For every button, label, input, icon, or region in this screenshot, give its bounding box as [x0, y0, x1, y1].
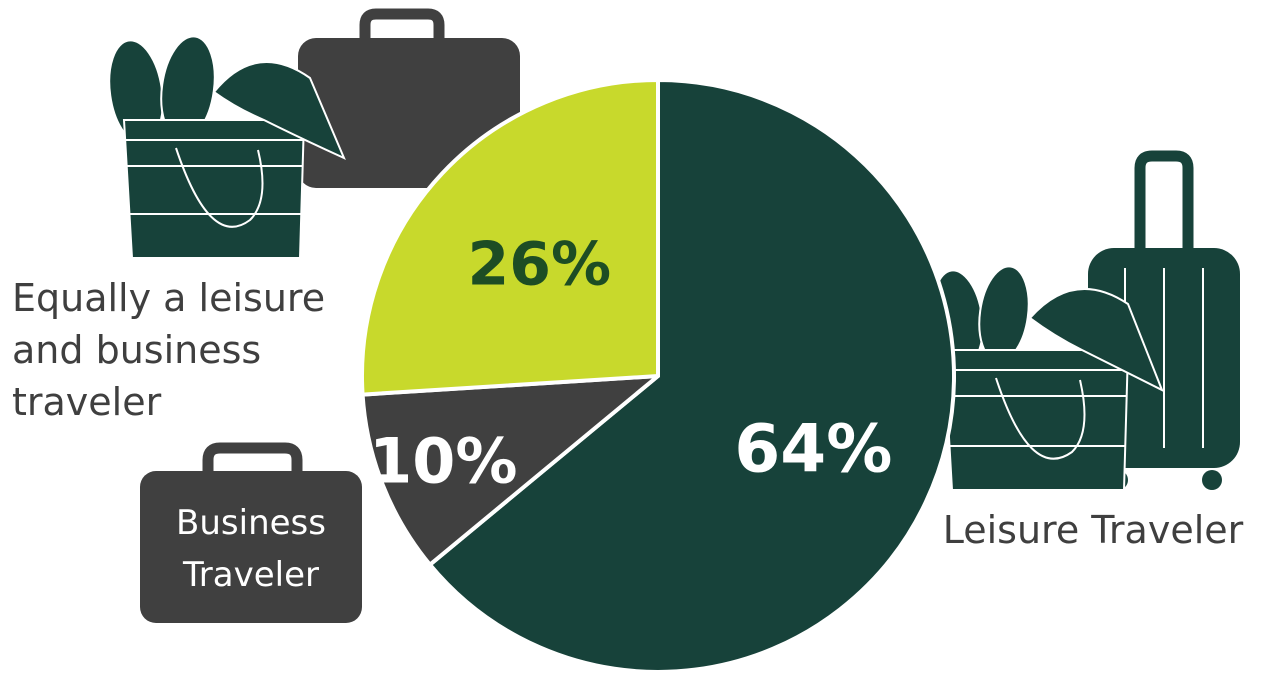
label-line: and business	[12, 328, 262, 372]
briefcase-icon	[140, 442, 362, 623]
pie-value-label: 10%	[369, 424, 517, 497]
label-line: traveler	[12, 380, 162, 424]
pie-value-label: 26%	[468, 230, 612, 300]
label-line: Equally a leisure	[12, 276, 326, 320]
pie-slice	[360, 78, 660, 397]
label-line: Traveler	[183, 555, 319, 595]
pie-slice	[360, 374, 660, 567]
label-line: Business	[176, 503, 326, 543]
pie-chart: 64% 10% 26%	[360, 78, 956, 674]
label-equally-leisure-business: Equally a leisure and business traveler	[12, 272, 372, 428]
label-leisure-traveler: Leisure Traveler	[942, 508, 1244, 552]
beach-bag-icon	[108, 35, 346, 259]
pie-value-label: 64%	[734, 411, 892, 488]
pie-slice	[427, 78, 956, 674]
label-business-traveler: Business Traveler	[140, 497, 362, 601]
